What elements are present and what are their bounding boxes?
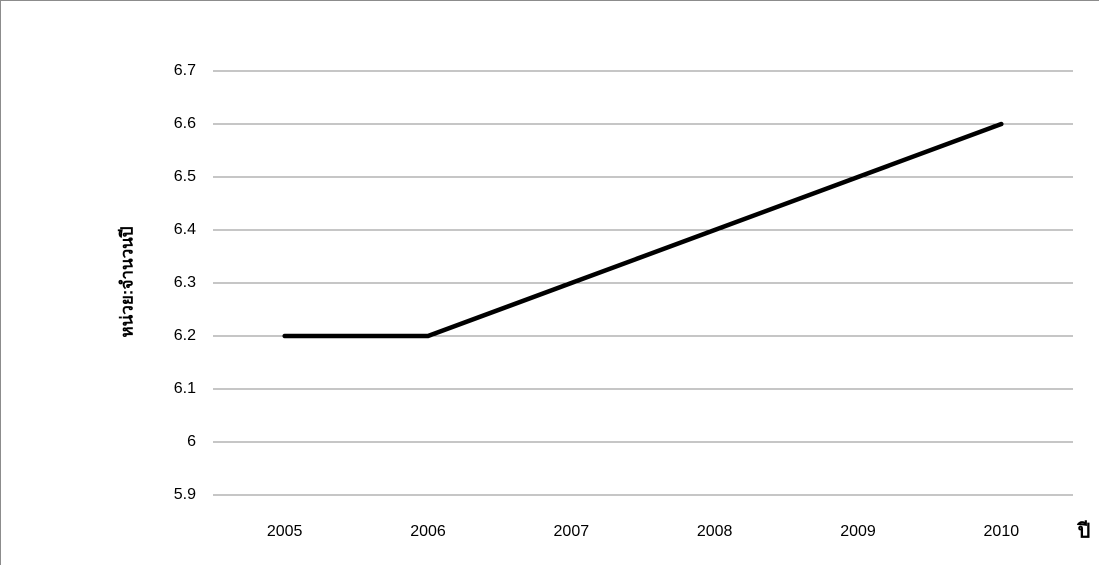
x-tick-label: 2010 [984, 523, 1020, 540]
y-tick-label: 5.9 [174, 486, 196, 503]
y-tick-label: 6.1 [174, 380, 196, 397]
y-tick-label: 6.5 [174, 168, 196, 185]
x-axis-label: ปี [1076, 519, 1090, 542]
data-line [282, 121, 1004, 339]
x-tick-label: 2005 [267, 523, 303, 540]
x-tick-label: 2008 [697, 523, 733, 540]
y-tick-label: 6 [187, 433, 196, 450]
y-tick-label: 6.6 [174, 115, 196, 132]
x-tick-label: 2007 [554, 523, 590, 540]
x-tick-label: 2006 [410, 523, 446, 540]
y-axis-label: หน่วย:จำนวนปี [116, 226, 136, 337]
x-tick-label: 2009 [840, 523, 876, 540]
y-tick-label: 6.7 [174, 62, 196, 79]
y-tick-label: 6.4 [174, 221, 196, 238]
y-tick-label: 6.2 [174, 327, 196, 344]
y-tick-label: 6.3 [174, 274, 196, 291]
